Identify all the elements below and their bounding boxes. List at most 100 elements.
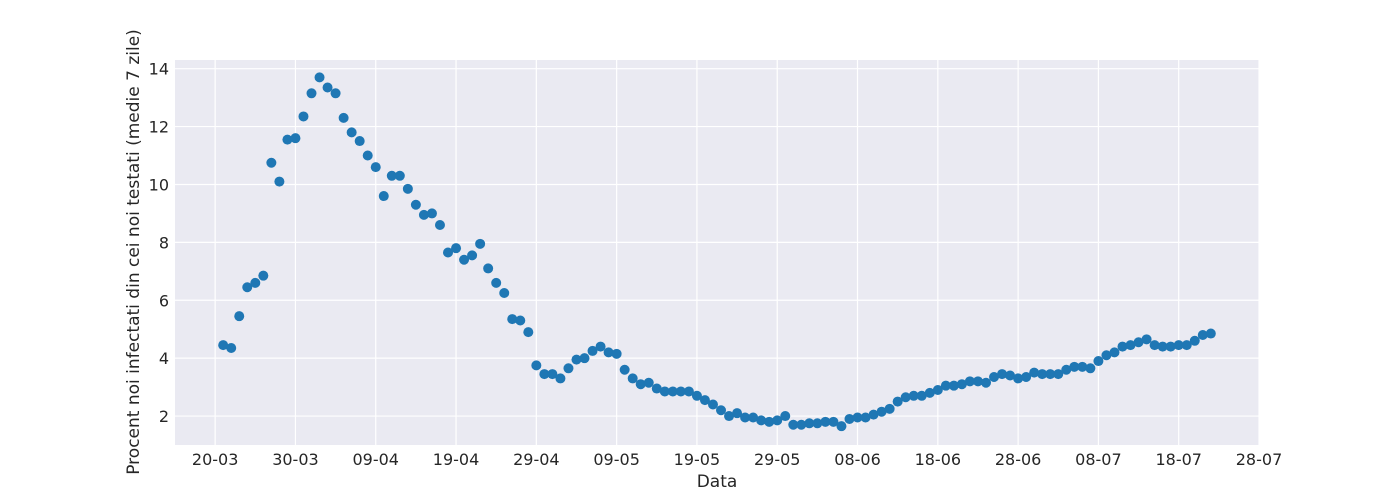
y-tick-label: 6 <box>159 291 169 310</box>
data-point <box>410 199 421 210</box>
data-point <box>298 111 309 122</box>
data-point <box>1165 341 1176 352</box>
plot-background <box>175 60 1259 445</box>
x-tick-label: 09-04 <box>352 450 399 469</box>
data-point <box>1141 334 1152 345</box>
data-point <box>266 157 277 168</box>
data-point <box>1061 364 1072 375</box>
data-point <box>1069 361 1080 372</box>
data-point <box>1029 367 1040 378</box>
data-point <box>242 282 253 293</box>
data-point <box>1205 328 1216 339</box>
data-point <box>346 127 357 138</box>
data-point <box>788 419 799 430</box>
data-point <box>330 88 341 99</box>
data-point <box>1173 340 1184 351</box>
data-point <box>579 353 590 364</box>
data-point <box>732 408 743 419</box>
data-point <box>707 399 718 410</box>
data-point <box>571 354 582 365</box>
data-point <box>483 263 494 274</box>
x-tick-label: 08-07 <box>1075 450 1122 469</box>
data-point <box>756 415 767 426</box>
data-point <box>1053 369 1064 380</box>
data-point <box>531 360 542 371</box>
data-point <box>322 82 333 93</box>
data-point <box>884 403 895 414</box>
data-point <box>964 376 975 387</box>
data-point <box>772 415 783 426</box>
data-point <box>234 311 245 322</box>
data-point <box>980 377 991 388</box>
data-point <box>274 176 285 187</box>
data-point <box>1117 341 1128 352</box>
data-point <box>1101 350 1112 361</box>
data-point <box>418 209 429 220</box>
data-point <box>699 395 710 406</box>
data-point <box>908 390 919 401</box>
data-point <box>475 238 486 249</box>
x-tick-label: 19-05 <box>674 450 721 469</box>
data-point <box>820 416 831 427</box>
data-point <box>218 340 229 351</box>
data-point <box>611 348 622 359</box>
data-point <box>491 277 502 288</box>
data-point <box>651 383 662 394</box>
data-point <box>932 385 943 395</box>
data-point <box>1005 370 1016 381</box>
data-point <box>354 136 365 147</box>
data-point <box>643 377 654 388</box>
data-point <box>603 347 614 358</box>
y-axis-label: Procent noi infectati din cei noi testat… <box>124 29 144 475</box>
data-point <box>836 421 847 432</box>
data-point <box>724 411 735 422</box>
data-point <box>507 314 518 325</box>
x-tick-label: 28-06 <box>995 450 1042 469</box>
data-point <box>852 412 863 423</box>
data-point <box>892 396 903 407</box>
data-point <box>539 369 550 380</box>
y-tick-label: 8 <box>159 233 169 252</box>
x-tick-label: 29-05 <box>754 450 801 469</box>
data-point <box>876 406 887 417</box>
data-point <box>563 363 574 374</box>
data-point <box>900 392 911 403</box>
x-tick-label: 30-03 <box>272 450 319 469</box>
data-point <box>683 386 694 397</box>
data-point <box>972 376 983 387</box>
data-point <box>250 277 261 288</box>
data-point <box>1181 340 1192 351</box>
data-point <box>555 373 566 384</box>
data-point <box>1093 356 1104 367</box>
data-point <box>796 419 807 430</box>
data-point <box>619 364 630 375</box>
y-tick-labels: 2 4 6 8 10 12 14 <box>149 60 169 426</box>
data-point <box>386 170 397 181</box>
data-point <box>940 380 951 391</box>
x-tick-label: 18-06 <box>915 450 962 469</box>
x-tick-label: 09-05 <box>593 450 640 469</box>
data-point <box>499 288 510 299</box>
data-point <box>1133 337 1144 348</box>
grid-lines <box>175 60 1260 445</box>
data-point <box>764 416 775 427</box>
data-point <box>459 254 470 265</box>
x-tick-label: 20-03 <box>192 450 239 469</box>
data-point <box>1189 335 1200 346</box>
data-point <box>804 418 815 429</box>
x-tick-label: 29-04 <box>513 450 560 469</box>
data-point <box>1085 363 1096 374</box>
data-point <box>716 405 727 416</box>
data-point <box>956 379 967 390</box>
x-tick-label: 28-07 <box>1236 450 1283 469</box>
data-point <box>924 387 935 398</box>
y-tick-label: 2 <box>159 407 169 426</box>
data-point <box>1149 340 1160 351</box>
y-tick-label: 14 <box>149 60 169 79</box>
data-point <box>523 327 534 338</box>
x-tick-label: 08-06 <box>834 450 881 469</box>
data-point <box>587 345 598 356</box>
y-tick-label: 12 <box>149 118 169 137</box>
data-point <box>362 150 373 161</box>
data-point <box>226 343 237 354</box>
